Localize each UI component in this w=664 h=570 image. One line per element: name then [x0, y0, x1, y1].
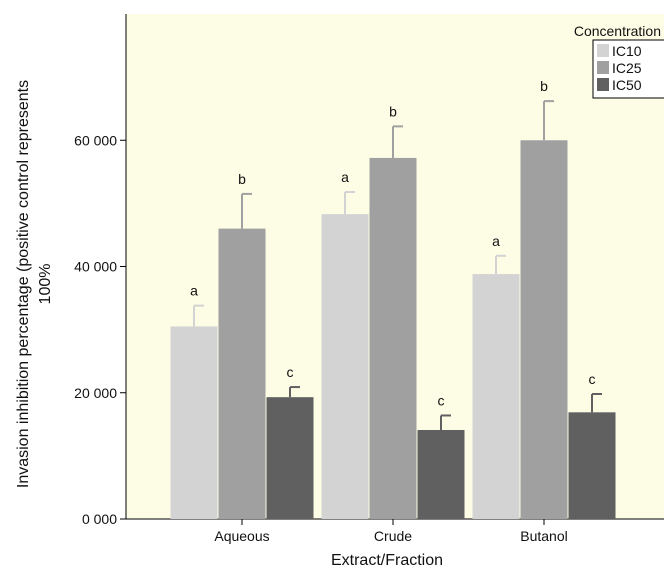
- legend-label: IC10: [612, 43, 642, 59]
- bar: [473, 274, 520, 519]
- bar: [418, 430, 465, 519]
- x-axis-label: Extract/Fraction: [331, 552, 443, 569]
- x-tick-label: Crude: [374, 528, 412, 544]
- legend-label: IC50: [612, 77, 642, 93]
- bar: [569, 412, 616, 519]
- significance-letter: b: [389, 103, 397, 119]
- bar: [219, 229, 266, 519]
- bar: [267, 397, 314, 519]
- legend-label: IC25: [612, 60, 642, 76]
- y-axis-label-line1: Invasion inhibition percentage (positive…: [15, 80, 32, 488]
- significance-letter: a: [341, 169, 349, 185]
- significance-letter: a: [190, 283, 198, 299]
- x-tick-label: Butanol: [520, 528, 567, 544]
- legend-swatch: [597, 44, 609, 57]
- y-tick-label: 40 000: [74, 259, 117, 275]
- y-tick-label: 20 000: [74, 385, 117, 401]
- bar: [322, 214, 369, 519]
- legend-swatch: [597, 61, 609, 74]
- x-tick-label: Aqueous: [214, 528, 269, 544]
- significance-letter: b: [238, 171, 246, 187]
- legend-title: Concentration: [574, 23, 661, 39]
- significance-letter: c: [287, 364, 294, 380]
- significance-letter: c: [589, 371, 596, 387]
- bar: [370, 158, 417, 519]
- significance-letter: a: [492, 233, 500, 249]
- significance-letter: c: [438, 392, 445, 408]
- y-tick-label: 0 000: [82, 511, 117, 527]
- y-axis-label-line2: 100%: [37, 264, 54, 305]
- bar: [521, 140, 568, 519]
- bar: [171, 326, 218, 519]
- y-axis-ticks: 0 000 20 000 40 000 60 000: [74, 132, 126, 527]
- y-tick-label: 60 000: [74, 132, 117, 148]
- x-axis-ticks: Aqueous Crude Butanol: [214, 519, 567, 544]
- significance-letter: b: [540, 78, 548, 94]
- legend-swatch: [597, 78, 609, 91]
